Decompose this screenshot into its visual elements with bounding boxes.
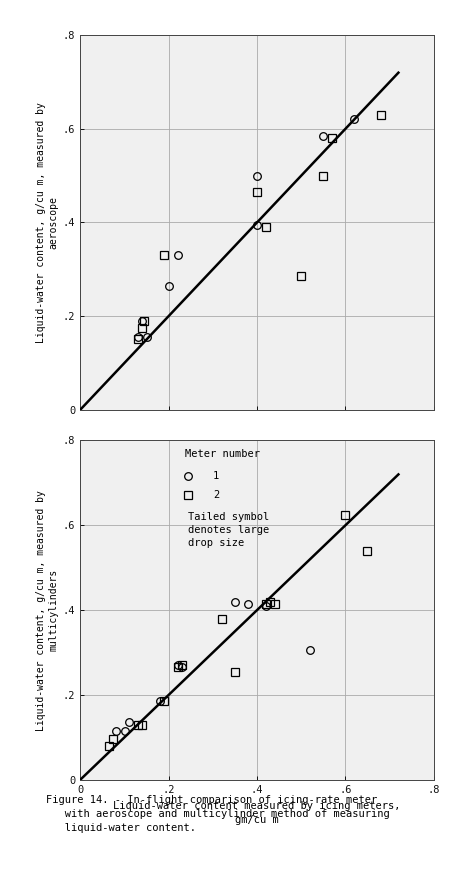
Text: 2: 2	[213, 490, 219, 500]
Text: Figure 14. - In-flight comparison of icing-rate meter
   with aeroscope and mult: Figure 14. - In-flight comparison of ici…	[46, 795, 390, 833]
Text: Tailed symbol
denotes large
drop size: Tailed symbol denotes large drop size	[188, 512, 269, 548]
Y-axis label: Liquid-water content, g/cu m, measured by
multicylinders: Liquid-water content, g/cu m, measured b…	[36, 490, 59, 730]
Text: 1: 1	[213, 471, 219, 481]
Text: Meter number: Meter number	[185, 449, 260, 459]
Y-axis label: Liquid-water content, g/cu m, measured by
aeroscope: Liquid-water content, g/cu m, measured b…	[36, 102, 59, 343]
X-axis label: Liquid-water content measured by icing meters,
gm/cu m: Liquid-water content measured by icing m…	[113, 802, 401, 825]
